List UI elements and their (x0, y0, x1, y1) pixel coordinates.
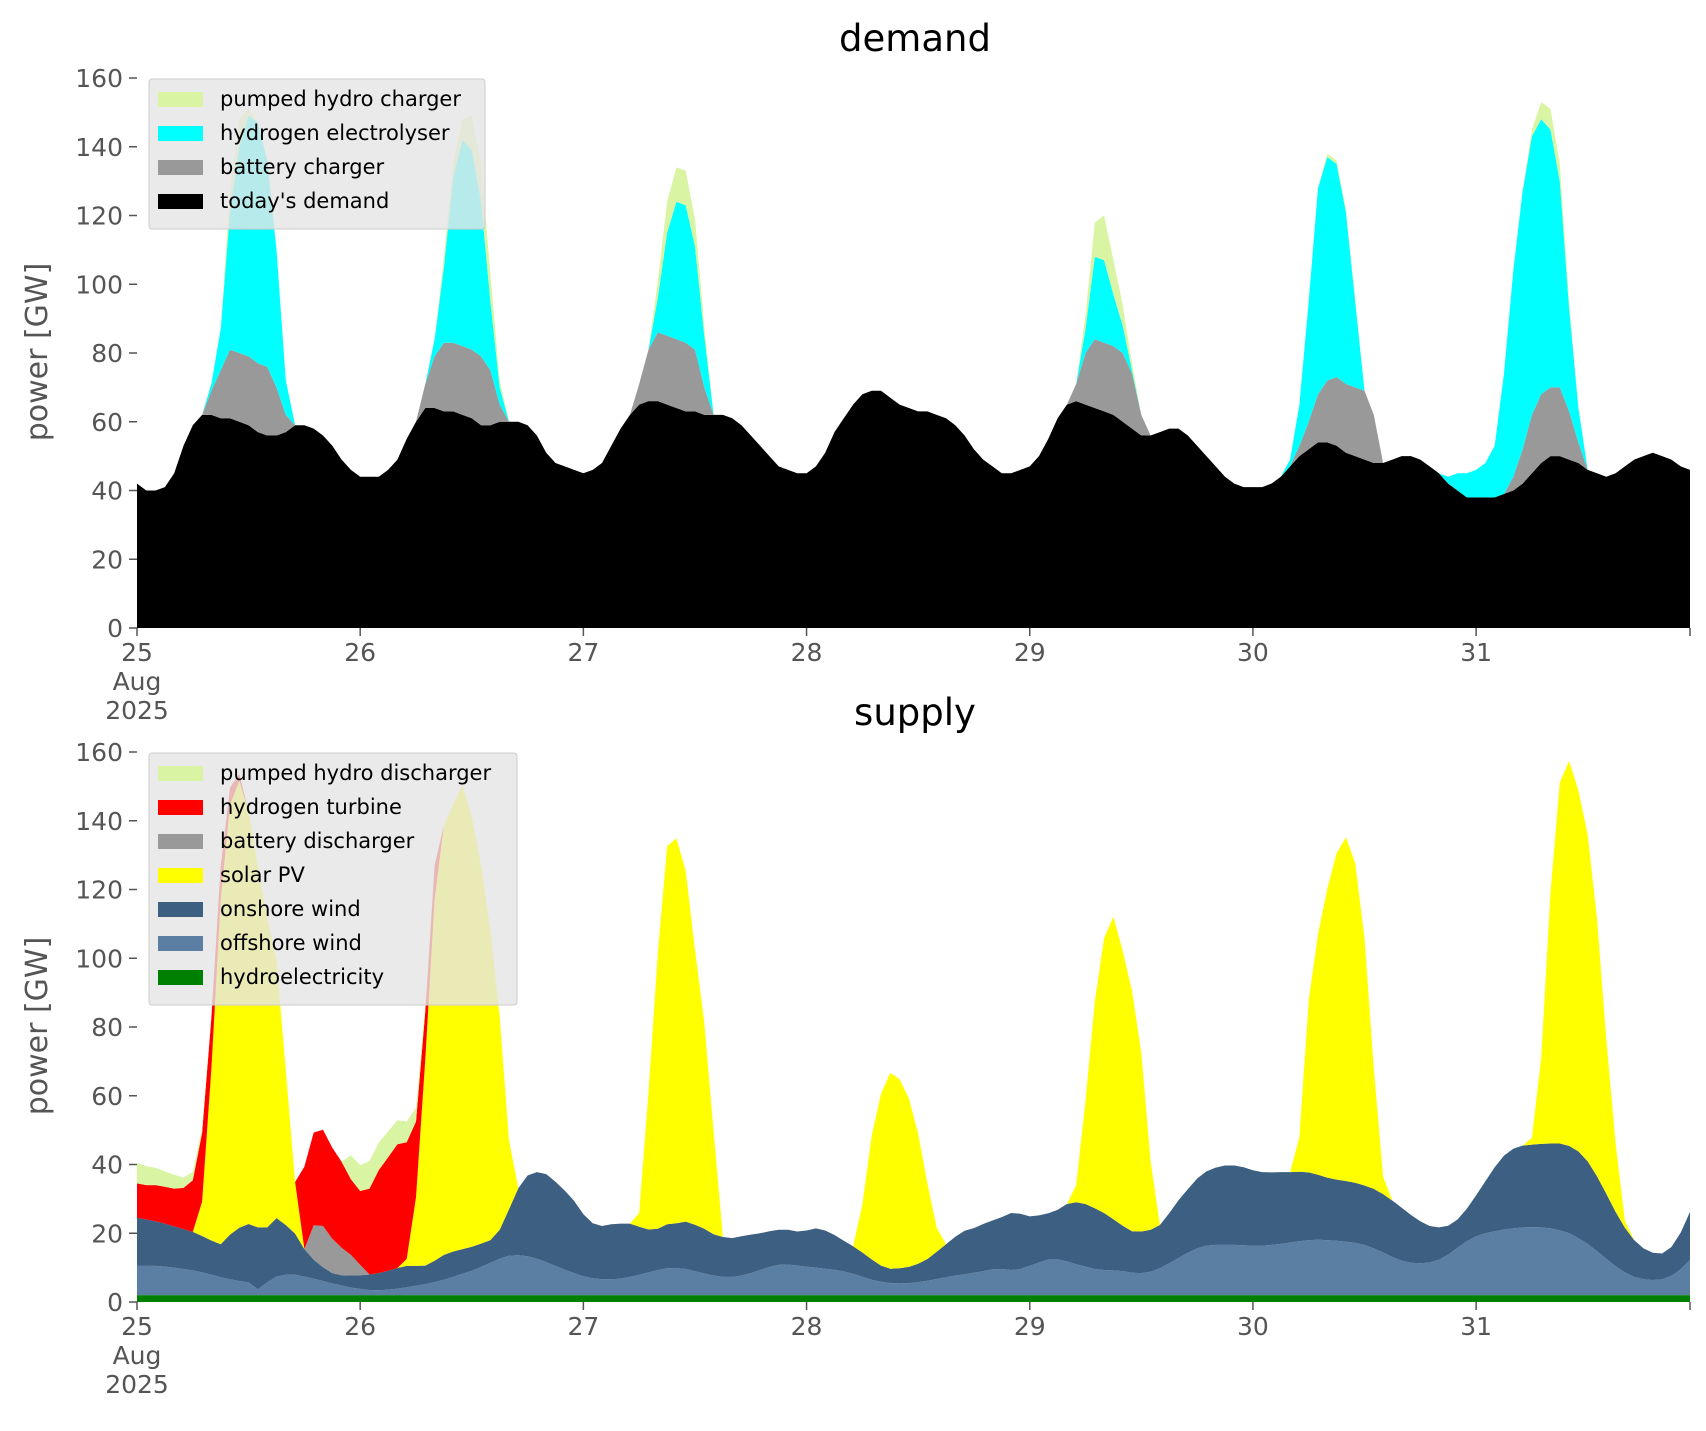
demand-x-tick-label: 31 (1460, 638, 1492, 667)
supply-series-areas (137, 760, 1690, 1302)
supply-x-tick-label: 29 (1014, 1312, 1046, 1341)
supply-legend-swatch-hydrogen-turbine (158, 800, 203, 815)
demand-y-tick-label: 100 (75, 270, 123, 299)
supply-chart-title: supply (854, 691, 976, 734)
supply-y-tick-label: 60 (91, 1082, 123, 1111)
demand-legend-swatch-battery-charger (158, 160, 203, 175)
supply-area-onshore-wind (137, 1143, 1690, 1291)
supply-y-tick-label: 160 (75, 738, 123, 767)
supply-legend-swatch-offshore-wind (158, 936, 203, 951)
demand-x-tick-label: 26 (344, 638, 376, 667)
supply-y-tick-label: 120 (75, 876, 123, 905)
supply-legend-label-hydroelectricity: hydroelectricity (220, 965, 384, 989)
supply-legend-swatch-battery-discharger (158, 834, 203, 849)
supply-y-axis: 0 20 40 60 80 100 120 140 160 (75, 738, 137, 1317)
supply-x-tick-label: 30 (1237, 1312, 1269, 1341)
supply-legend-swatch-solar-pv (158, 868, 203, 883)
demand-x-tick-label: 29 (1014, 638, 1046, 667)
demand-y-tick-label: 60 (91, 408, 123, 437)
demand-legend-label-hydrogen-electrolyser: hydrogen electrolyser (220, 121, 450, 145)
demand-area-hydrogen-electrolyser (137, 115, 1690, 498)
supply-legend-label-offshore-wind: offshore wind (220, 931, 362, 955)
supply-legend-label-solar-pv: solar PV (220, 863, 305, 887)
demand-legend-swatch-hydrogen-electrolyser (158, 126, 203, 141)
demand-x-tick-label: Aug (113, 667, 162, 696)
supply-y-axis-label: power [GW] (20, 937, 55, 1116)
demand-y-tick-label: 80 (91, 339, 123, 368)
supply-x-tick-label: 2025 (105, 1370, 169, 1399)
demand-legend-frame (148, 78, 486, 230)
demand-area-today-s-demand (137, 390, 1690, 628)
supply-x-tick-label: 27 (567, 1312, 599, 1341)
supply-area-hydroelectricity (137, 1295, 1690, 1302)
supply-area-offshore-wind (137, 1227, 1690, 1296)
demand-legend-swatch-today-s-demand (158, 194, 203, 209)
demand-chart-title: demand (839, 17, 991, 60)
supply-x-tick-label: 28 (791, 1312, 823, 1341)
demand-x-tick-label: 28 (791, 638, 823, 667)
supply-x-tick-label: 26 (344, 1312, 376, 1341)
supply-legend-label-battery-discharger: battery discharger (220, 829, 415, 853)
demand-x-tick-label: 2025 (105, 696, 169, 725)
supply-legend-swatch-hydroelectricity (158, 970, 203, 985)
demand-legend-swatch-pumped-hydro-charger (158, 92, 203, 107)
demand-x-tick-label: 30 (1237, 638, 1269, 667)
demand-legend-label-today-s-demand: today's demand (220, 189, 389, 213)
demand-legend-label-battery-charger: battery charger (220, 155, 385, 179)
supply-legend: pumped hydro discharger hydrogen turbine b… (148, 752, 518, 1006)
demand-x-tick-label: 27 (567, 638, 599, 667)
demand-y-tick-label: 20 (91, 545, 123, 574)
supply-legend-swatch-pumped-hydro-discharger (158, 766, 203, 781)
demand-y-axis-label: power [GW] (20, 263, 55, 442)
supply-y-tick-label: 80 (91, 1013, 123, 1042)
supply-legend-swatch-onshore-wind (158, 902, 203, 917)
supply-x-tick-label: Aug (113, 1341, 162, 1370)
demand-y-tick-label: 160 (75, 64, 123, 93)
supply-y-tick-label: 0 (107, 1288, 123, 1317)
supply-legend-label-pumped-hydro-discharger: pumped hydro discharger (220, 761, 491, 785)
supply-y-tick-label: 100 (75, 944, 123, 973)
demand-legend-label-pumped-hydro-charger: pumped hydro charger (220, 87, 461, 111)
demand-series-areas (137, 102, 1690, 628)
demand-y-tick-label: 40 (91, 477, 123, 506)
supply-y-tick-label: 140 (75, 807, 123, 836)
supply-legend-label-onshore-wind: onshore wind (220, 897, 361, 921)
supply-legend-frame (148, 752, 518, 1006)
demand-y-tick-label: 140 (75, 133, 123, 162)
supply-x-tick-label: 25 (121, 1312, 153, 1341)
demand-x-tick-label: 25 (121, 638, 153, 667)
demand-y-tick-label: 0 (107, 614, 123, 643)
demand-legend: pumped hydro charger hydrogen electrolyse… (148, 78, 486, 230)
supply-y-tick-label: 20 (91, 1219, 123, 1248)
demand-y-axis: 0 20 40 60 80 100 120 140 160 (75, 64, 137, 643)
supply-legend-label-hydrogen-turbine: hydrogen turbine (220, 795, 402, 819)
supply-y-tick-label: 40 (91, 1151, 123, 1180)
demand-y-tick-label: 120 (75, 202, 123, 231)
supply-area-solar-pv (137, 760, 1690, 1276)
supply-x-tick-label: 31 (1460, 1312, 1492, 1341)
